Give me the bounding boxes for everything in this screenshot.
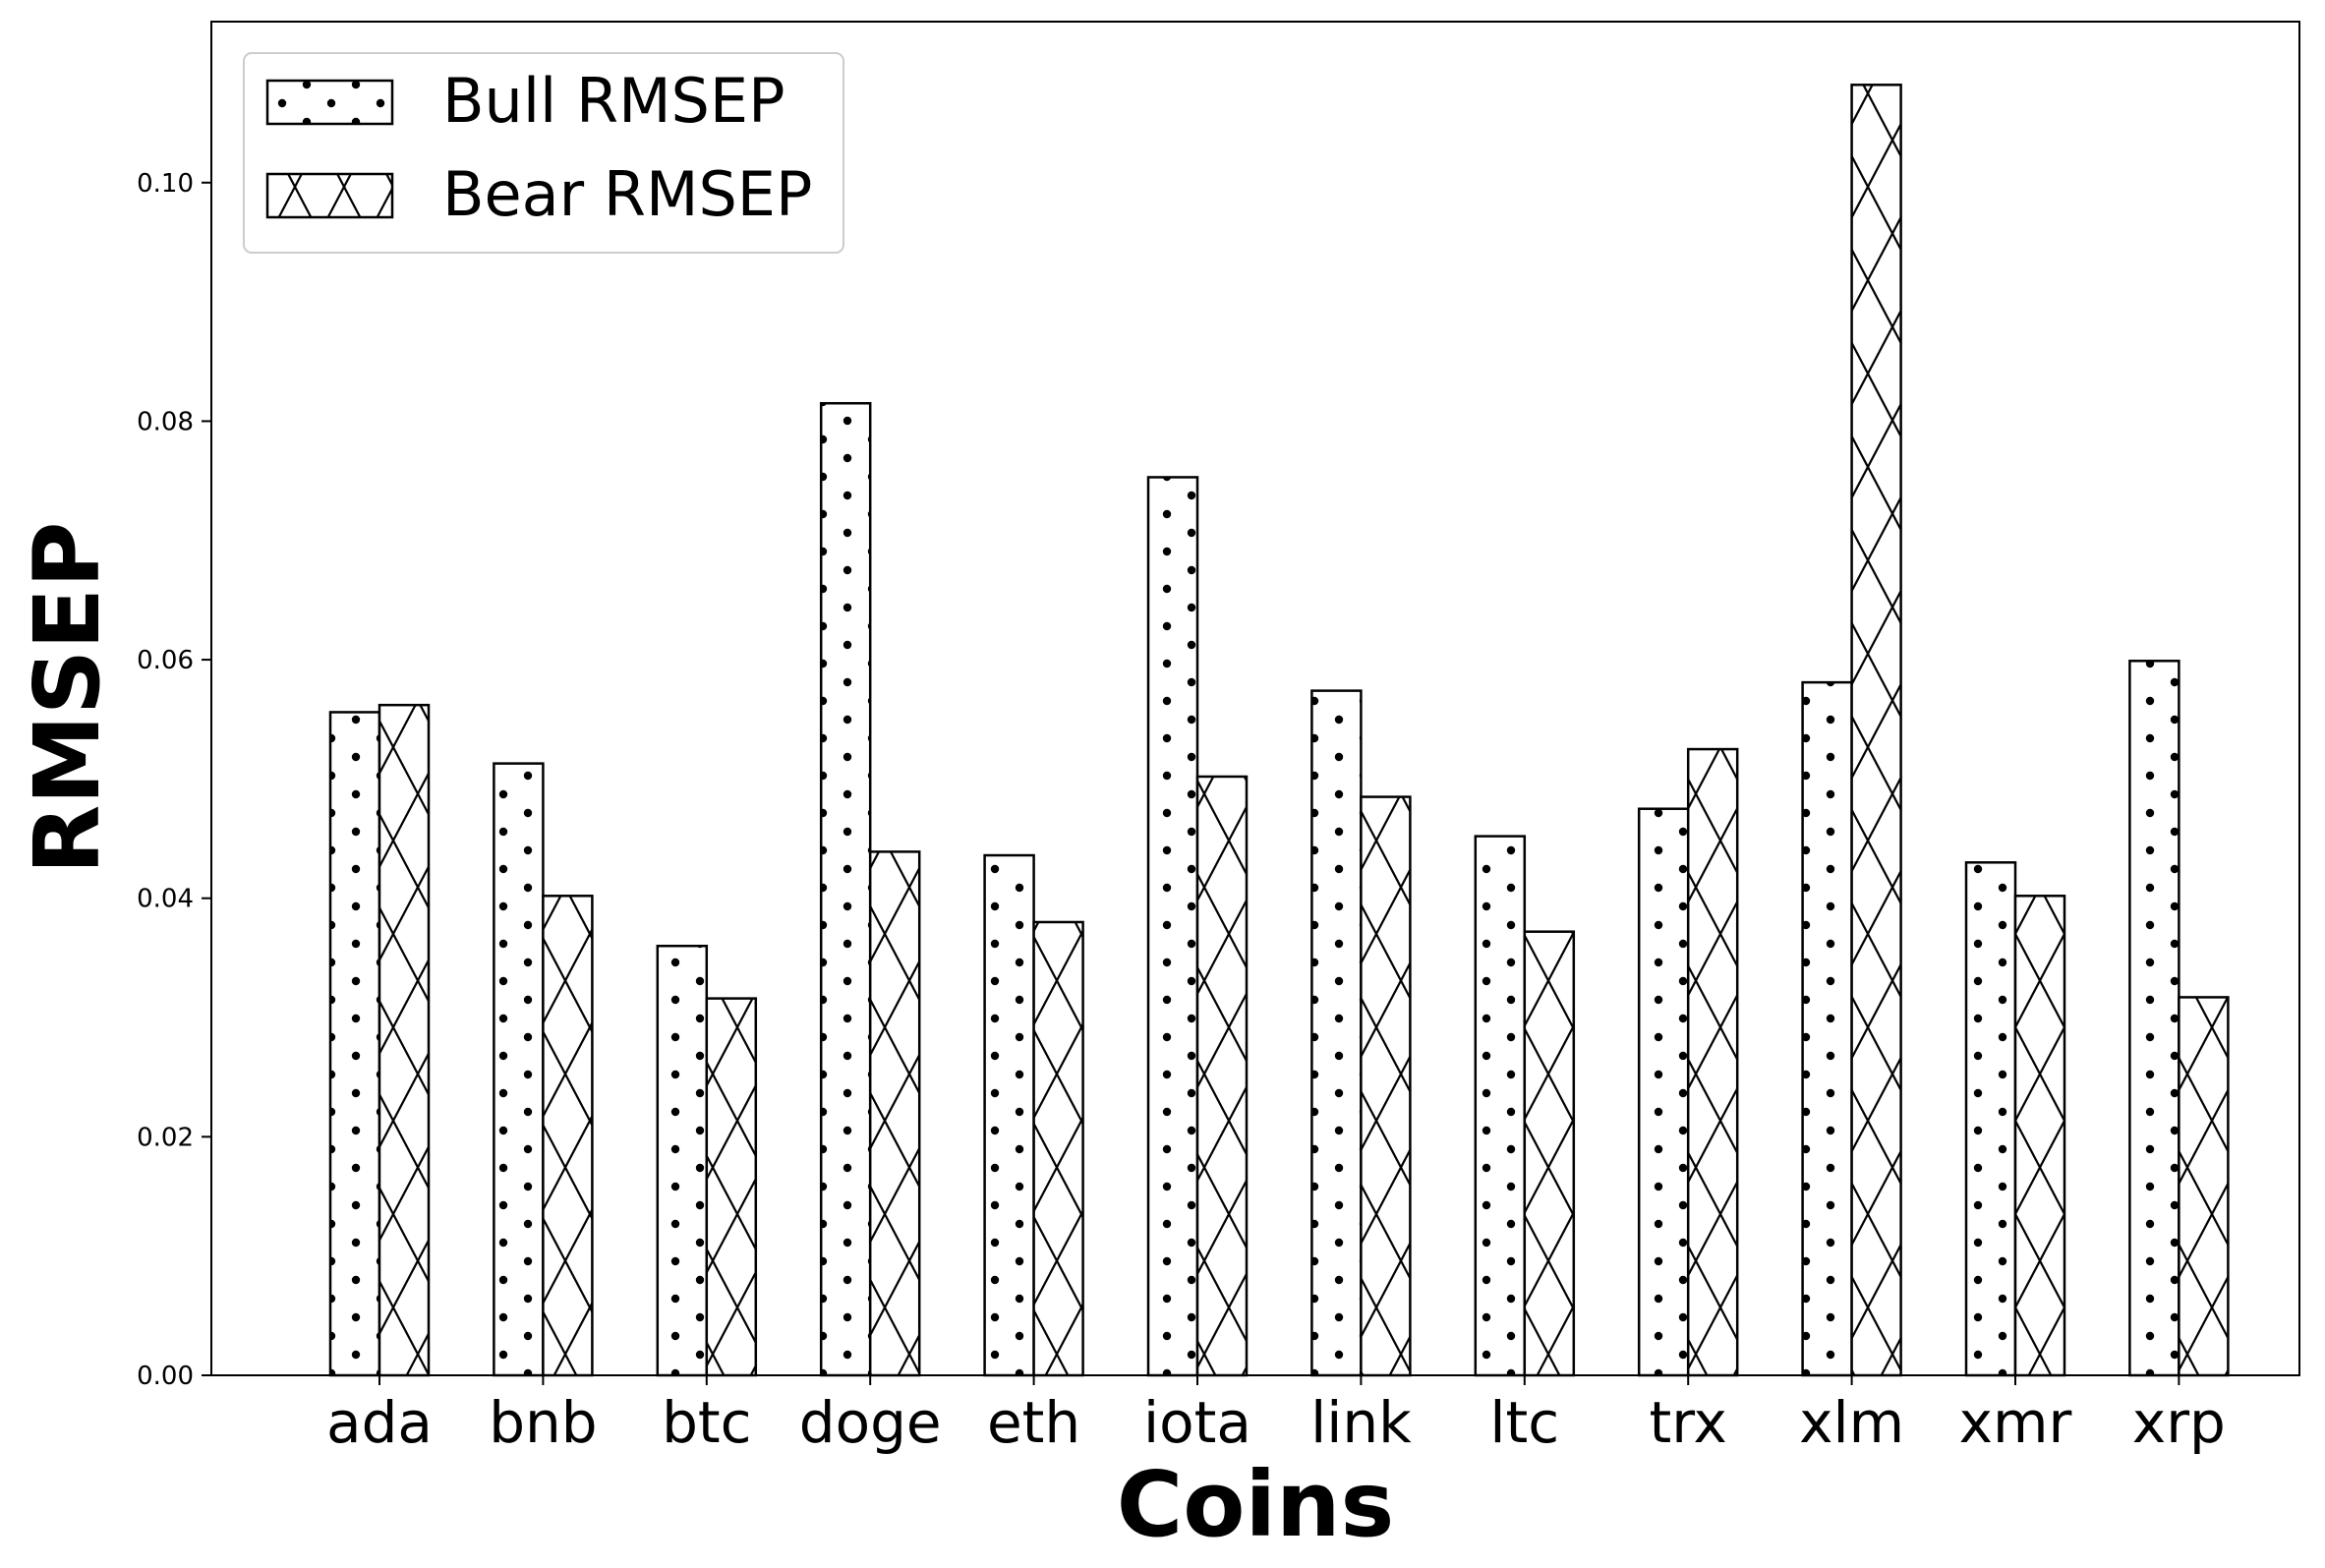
x-tick-label-xmr: xmr bbox=[1959, 1389, 2072, 1456]
x-tick-label-bnb: bnb bbox=[489, 1389, 597, 1456]
bull-bar-doge bbox=[819, 401, 872, 1377]
x-axis-label: Coins bbox=[1117, 1452, 1395, 1557]
bear-bar-link bbox=[1360, 795, 1412, 1377]
legend-label-bull: Bull RMSEP bbox=[442, 65, 785, 137]
y-tick-label: 0.04 bbox=[137, 885, 194, 914]
bars-layer bbox=[328, 84, 2230, 1377]
y-axis-label: RMSEP bbox=[15, 522, 120, 875]
bull-bar-ada bbox=[328, 711, 381, 1377]
y-tick-label: 0.10 bbox=[137, 169, 194, 199]
bear-bar-ada bbox=[378, 703, 431, 1377]
plot-frame bbox=[210, 21, 2300, 1376]
bear-bar-xmr bbox=[2013, 895, 2066, 1377]
bull-bar-xrp bbox=[2128, 660, 2180, 1377]
x-tick-label-doge: doge bbox=[799, 1389, 942, 1456]
x-axis-ticks: ada bnb btc doge eth iota link ltc trx xlm xmr xrp bbox=[326, 1375, 2226, 1456]
bear-bar-eth bbox=[1032, 920, 1084, 1377]
bull-bar-link bbox=[1310, 689, 1363, 1377]
x-tick-label-ltc: ltc bbox=[1489, 1389, 1559, 1456]
bull-bar-iota bbox=[1146, 476, 1199, 1377]
x-tick-label-ada: ada bbox=[326, 1389, 433, 1456]
bear-bar-xlm bbox=[1850, 84, 1902, 1377]
bear-bar-bnb bbox=[542, 895, 594, 1377]
legend-swatch-bear bbox=[265, 172, 394, 219]
bear-bar-iota bbox=[1195, 775, 1249, 1377]
x-tick-label-iota: iota bbox=[1143, 1389, 1251, 1456]
bull-bar-ltc bbox=[1474, 835, 1527, 1377]
x-tick-label-xrp: xrp bbox=[2132, 1389, 2226, 1456]
x-tick-label-trx: trx bbox=[1650, 1389, 1727, 1456]
y-tick-label: 0.06 bbox=[137, 646, 194, 675]
x-tick-label-eth: eth bbox=[987, 1389, 1080, 1456]
bull-bar-bnb bbox=[493, 762, 545, 1377]
bull-bar-xlm bbox=[1801, 680, 1853, 1377]
bear-bar-doge bbox=[868, 850, 921, 1377]
x-tick-label-xlm: xlm bbox=[1799, 1389, 1904, 1456]
bull-bar-eth bbox=[983, 853, 1035, 1377]
legend-swatch-bull bbox=[265, 79, 394, 126]
bear-bar-trx bbox=[1686, 747, 1739, 1377]
legend-label-bear: Bear RMSEP bbox=[442, 158, 812, 230]
legend: Bull RMSEP Bear RMSEP bbox=[243, 52, 844, 254]
y-tick-label: 0.02 bbox=[137, 1123, 194, 1152]
bull-bar-btc bbox=[656, 944, 709, 1377]
y-tick-label: 0.00 bbox=[137, 1362, 194, 1391]
bull-bar-trx bbox=[1637, 807, 1690, 1377]
x-tick-label-link: link bbox=[1310, 1389, 1412, 1456]
x-tick-label-btc: btc bbox=[662, 1389, 751, 1456]
y-axis-ticks: 0.00 0.02 0.04 0.06 0.08 0.10 bbox=[137, 169, 211, 1391]
legend-frame bbox=[243, 52, 844, 254]
y-tick-label: 0.08 bbox=[137, 407, 194, 436]
bear-bar-xrp bbox=[2178, 996, 2230, 1377]
bull-bar-xmr bbox=[1964, 861, 2017, 1377]
bear-bar-btc bbox=[705, 997, 758, 1377]
bear-bar-ltc bbox=[1523, 930, 1576, 1377]
